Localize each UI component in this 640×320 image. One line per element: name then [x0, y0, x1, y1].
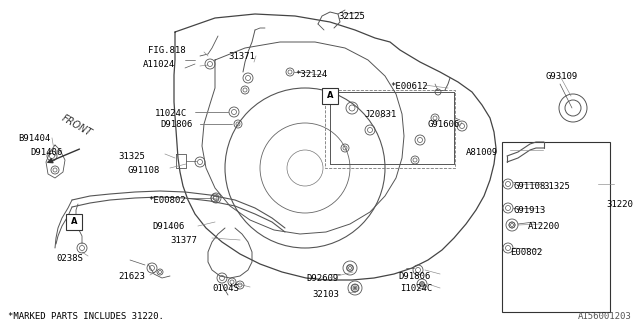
Text: D91806: D91806 [398, 272, 430, 281]
Text: 32103: 32103 [312, 290, 339, 299]
Text: A11024: A11024 [143, 60, 175, 69]
Text: G91913: G91913 [514, 206, 547, 215]
Text: 31371: 31371 [228, 52, 255, 61]
Text: E00802: E00802 [510, 248, 542, 257]
Text: *E00802: *E00802 [148, 196, 186, 205]
Text: D92609: D92609 [306, 274, 339, 283]
Text: G91108: G91108 [128, 166, 160, 175]
Text: 0238S: 0238S [56, 254, 83, 263]
Text: B91404: B91404 [18, 134, 51, 143]
Text: 21623: 21623 [118, 272, 145, 281]
Text: D91406: D91406 [152, 222, 184, 231]
Text: A81009: A81009 [466, 148, 499, 157]
Text: *32124: *32124 [295, 70, 327, 79]
Text: *MARKED PARTS INCLUDES 31220.: *MARKED PARTS INCLUDES 31220. [8, 312, 164, 320]
Bar [502, 142, 610, 312]
Text: FIG.818: FIG.818 [148, 46, 186, 55]
Text: A156001203: A156001203 [579, 312, 632, 320]
Bar [66, 214, 82, 230]
Text: 11024C: 11024C [155, 109, 188, 118]
Text: *E00612: *E00612 [390, 82, 428, 91]
Text: D91806: D91806 [160, 120, 192, 129]
Text: G91606: G91606 [427, 120, 460, 129]
Text: A: A [71, 218, 77, 227]
Text: 0104S: 0104S [212, 284, 239, 293]
Text: J20831: J20831 [364, 110, 396, 119]
Text: 31377: 31377 [170, 236, 197, 245]
Text: 31325: 31325 [543, 182, 570, 191]
Text: A: A [327, 92, 333, 100]
Text: 31325: 31325 [118, 152, 145, 161]
Text: G91108: G91108 [514, 182, 547, 191]
Text: D91406: D91406 [30, 148, 62, 157]
Text: A12200: A12200 [528, 222, 560, 231]
Text: G93109: G93109 [545, 72, 577, 81]
Text: 32125: 32125 [338, 12, 365, 21]
Text: I1024C: I1024C [400, 284, 432, 293]
Text: FRONT: FRONT [60, 113, 94, 138]
Text: 31220: 31220 [606, 200, 633, 209]
Bar [325, 90, 455, 168]
Bar [322, 88, 338, 104]
